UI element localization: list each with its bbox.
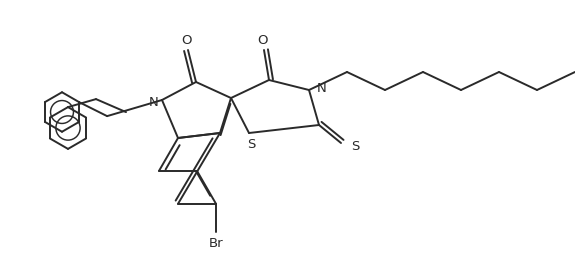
Text: N: N (317, 81, 327, 94)
Text: N: N (149, 97, 159, 110)
Text: O: O (257, 34, 267, 47)
Text: Br: Br (209, 237, 223, 250)
Text: O: O (181, 34, 191, 47)
Text: S: S (351, 140, 359, 153)
Text: S: S (247, 138, 255, 152)
